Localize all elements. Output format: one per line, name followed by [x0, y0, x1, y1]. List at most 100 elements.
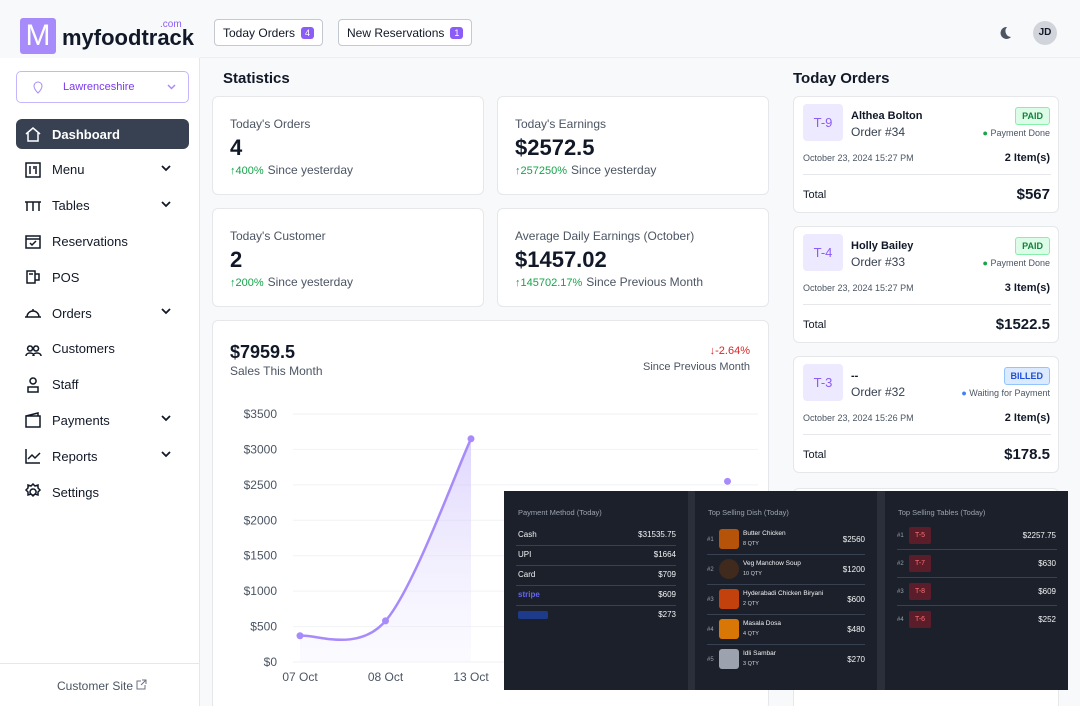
sidebar: Lawrenceshire Customer Site Dashboard Men… — [0, 58, 200, 706]
logo-text[interactable]: myfoodtrack — [62, 25, 195, 50]
row-separator — [516, 585, 676, 586]
nav-item[interactable]: Staff — [16, 370, 189, 400]
nav-label: Customers — [52, 341, 115, 357]
button-label: New Reservations — [347, 25, 445, 40]
count-badge: 1 — [450, 26, 464, 39]
pin-icon — [33, 81, 43, 94]
nav-label: Settings — [52, 484, 99, 500]
avatar[interactable]: JD — [1033, 21, 1057, 45]
divider — [0, 663, 199, 664]
nav-icon — [25, 235, 41, 250]
arrow: ↑ — [515, 277, 521, 289]
change-note: Since Previous Month — [643, 361, 750, 373]
stat-value: 4 — [230, 135, 243, 160]
customer: Holly Bailey — [851, 240, 914, 252]
nav-icon — [25, 449, 41, 464]
dish-image — [719, 559, 739, 579]
status-dot: ● — [982, 258, 991, 268]
total: $567 — [1016, 186, 1050, 203]
table-rank: #3 — [897, 589, 904, 595]
location: Lawrenceshire — [63, 81, 135, 93]
dish-name: Veg Manchow Soup — [743, 560, 801, 567]
status-badge: BILLED — [1003, 367, 1050, 385]
payment-method: UPI — [518, 550, 532, 559]
payment-amount: $709 — [658, 570, 676, 579]
dish-rank: #3 — [707, 597, 714, 603]
arrow: ↑ — [230, 165, 236, 177]
table-badge: T-6 — [909, 611, 931, 628]
data-point — [724, 477, 731, 485]
y-tick-label: $1000 — [244, 584, 278, 598]
dish-qty: 10 QTY — [743, 571, 762, 577]
dish-image — [719, 589, 739, 609]
nav-item[interactable]: Reports — [16, 441, 189, 471]
payment-panel: Payment Method (Today) Cash $31535.75 UPI $1… — [504, 491, 688, 690]
payment-text: Payment Done — [990, 128, 1050, 138]
stat-card: Today's Orders 4 ↑400% Since yesterday — [212, 96, 484, 195]
payment-amount: $1664 — [653, 550, 676, 559]
chevron — [161, 308, 171, 315]
new-reservations-button[interactable]: New Reservations 1 — [338, 19, 473, 46]
nav-item[interactable]: Reservations — [16, 226, 189, 256]
panel-title: Top Selling Tables (Today) — [898, 508, 986, 517]
total-label: Total — [803, 189, 827, 201]
row-separator — [516, 605, 676, 606]
stat-card: Today's Earnings $2572.5 ↑257250% Since yes… — [497, 96, 769, 195]
payment-status: ● Payment Done — [983, 128, 1050, 138]
sales-change: ↓-2.64% — [709, 345, 750, 357]
nav-item[interactable]: Settings — [16, 477, 189, 507]
dish-rank: #1 — [707, 537, 714, 543]
dish-amount: $270 — [847, 655, 865, 664]
dish-panel: Top Selling Dish (Today) #1 Butter Chicken… — [695, 491, 877, 690]
count-badge: 4 — [301, 26, 315, 39]
stat-change: ↑400% Since yesterday — [230, 161, 353, 179]
stat-value: $1457.02 — [515, 247, 607, 272]
nav-item[interactable]: Dashboard — [16, 119, 189, 149]
dish-qty: 4 QTY — [743, 631, 759, 637]
total: $178.5 — [1004, 446, 1050, 463]
total: $1522.5 — [995, 316, 1050, 333]
table-badge: T-4 — [803, 234, 843, 271]
y-tick-label: $0 — [264, 655, 278, 669]
dish-image — [719, 529, 739, 549]
order-no: Order #34 — [851, 125, 906, 139]
nav-icon — [27, 376, 39, 393]
status-dot: ● — [982, 128, 991, 138]
dish-amount: $1200 — [842, 565, 865, 574]
total-label: Total — [803, 449, 827, 461]
order-card[interactable]: T-9 Althea Bolton Order #34 PAID ● Payment D… — [793, 96, 1059, 213]
nav-icon — [25, 127, 41, 142]
change-note: Since yesterday — [571, 163, 657, 177]
arrow: ↑ — [515, 165, 521, 177]
table-badge: T-3 — [803, 364, 843, 401]
button-label: Today Orders — [223, 25, 296, 40]
theme-toggle[interactable] — [998, 26, 1012, 40]
data-point — [467, 435, 475, 443]
order-card[interactable]: T-3 -- Order #32 BILLED ● Waiting for Paymen… — [793, 356, 1059, 473]
nav-item[interactable]: Payments — [16, 405, 189, 435]
chevron — [167, 84, 176, 90]
table-rank: #1 — [897, 533, 904, 539]
dish-rank: #2 — [707, 567, 714, 573]
section-title: Statistics — [223, 70, 290, 87]
table-amount: $2257.75 — [1022, 531, 1056, 540]
nav-item[interactable]: Tables — [16, 191, 189, 221]
nav-icon — [26, 270, 40, 284]
nav-item[interactable]: POS — [16, 262, 189, 292]
payment-amount: $609 — [658, 590, 676, 599]
stat-label: Today's Orders — [230, 117, 311, 131]
payment-method: Card — [518, 570, 536, 579]
location-select[interactable]: Lawrenceshire — [16, 71, 189, 103]
payment-text: Payment Done — [990, 258, 1050, 268]
nav-item[interactable]: Orders — [16, 298, 189, 328]
divider — [803, 174, 1051, 175]
nav-icon — [25, 309, 41, 318]
order-card[interactable]: T-4 Holly Bailey Order #33 PAID ● Payment Do… — [793, 226, 1059, 343]
today-orders-button[interactable]: Today Orders 4 — [214, 19, 324, 46]
payment-method: Cash — [518, 530, 537, 539]
customer-site-link[interactable]: Customer Site — [57, 679, 147, 693]
nav-item[interactable]: Customers — [16, 334, 189, 364]
chevron — [161, 415, 171, 422]
dish-amount: $600 — [847, 595, 865, 604]
nav-item[interactable]: Menu — [16, 155, 189, 185]
